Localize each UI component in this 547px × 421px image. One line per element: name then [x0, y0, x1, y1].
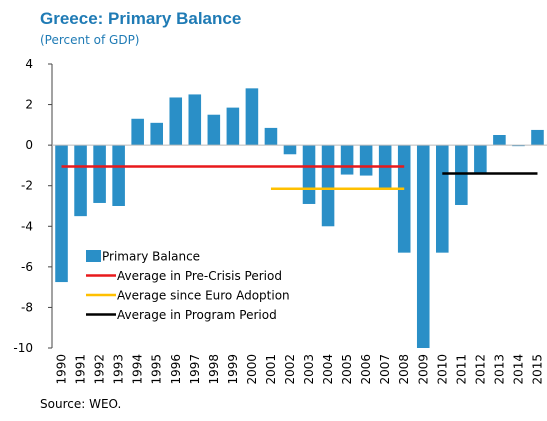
bar: [150, 122, 163, 146]
legend-label: Average in Pre-Crisis Period: [117, 269, 282, 283]
bar: [93, 145, 106, 203]
bar: [226, 107, 240, 146]
y-tick-label: -2: [21, 179, 33, 193]
bar: [455, 145, 468, 205]
chart-title: Greece: Primary Balance: [40, 9, 241, 28]
bar: [340, 145, 354, 175]
bar: [283, 145, 297, 155]
bar: [55, 145, 68, 283]
x-tick-label: 1998: [207, 354, 221, 385]
y-tick-label: -10: [13, 341, 33, 355]
bar: [245, 88, 259, 146]
x-tick-label: 2014: [511, 354, 525, 385]
bar: [416, 145, 430, 348]
y-tick-label: -4: [21, 219, 33, 233]
bar: [112, 145, 125, 206]
x-tick-label: 1997: [188, 354, 202, 385]
bar: [188, 94, 202, 146]
bar: [397, 145, 411, 253]
x-tick-label: 2000: [245, 354, 259, 385]
x-tick-label: 2008: [397, 354, 411, 385]
bar: [264, 127, 278, 146]
x-tick-label: 1991: [74, 354, 88, 385]
bar: [512, 145, 525, 147]
bar: [436, 145, 449, 253]
legend-swatch: [86, 250, 101, 262]
bar: [131, 118, 144, 146]
y-tick-label: -6: [21, 260, 33, 274]
x-tick-label: 1993: [112, 354, 126, 385]
bar: [169, 97, 183, 146]
bar: [493, 135, 506, 146]
x-tick-label: 1994: [131, 354, 145, 385]
x-tick-label: 2001: [264, 354, 278, 385]
x-tick-label: 2010: [435, 354, 449, 385]
x-tick-label: 1996: [169, 354, 183, 385]
y-tick-label: 2: [25, 98, 33, 112]
x-tick-label: 2009: [416, 354, 430, 385]
bar: [359, 145, 373, 176]
y-tick-label: -8: [21, 300, 33, 314]
x-tick-label: 2012: [473, 354, 487, 385]
bar: [321, 145, 335, 227]
chart-subtitle: (Percent of GDP): [40, 33, 140, 47]
bar: [74, 145, 87, 217]
x-tick-label: 2003: [302, 354, 316, 385]
bar: [531, 129, 544, 146]
x-tick-label: 1990: [55, 354, 69, 385]
x-tick-label: 1992: [93, 354, 107, 385]
bar: [474, 145, 487, 174]
x-tick-label: 2006: [359, 354, 373, 385]
x-tick-label: 2007: [378, 354, 392, 385]
legend-label: Average in Program Period: [117, 308, 277, 322]
x-tick-label: 2011: [454, 354, 468, 385]
y-tick-label: 4: [25, 57, 33, 71]
y-tick-label: 0: [25, 138, 33, 152]
bar: [302, 145, 316, 204]
legend-label: Primary Balance: [102, 250, 200, 264]
x-tick-label: 2004: [321, 354, 335, 385]
plot-area: [55, 88, 544, 348]
x-tick-label: 1999: [226, 354, 240, 385]
bar: [207, 114, 221, 146]
source: Source: WEO.: [40, 397, 121, 411]
x-tick-label: 2005: [340, 354, 354, 385]
x-tick-label: 2015: [530, 354, 544, 385]
x-tick-label: 2013: [492, 354, 506, 385]
x-tick-label: 1995: [150, 354, 164, 385]
legend-label: Average since Euro Adoption: [117, 289, 290, 303]
x-tick-label: 2002: [283, 354, 297, 385]
